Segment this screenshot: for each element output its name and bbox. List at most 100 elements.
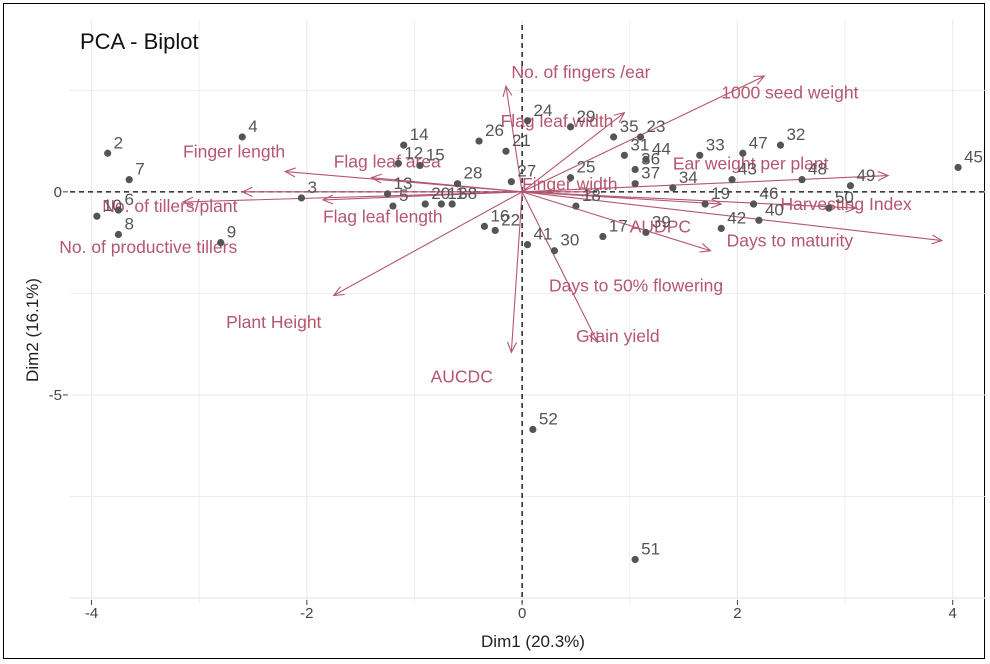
- point-label: 20: [431, 184, 450, 203]
- point-label: 4: [248, 117, 257, 136]
- point-label: 29: [577, 107, 596, 126]
- variable-arrowhead: [240, 186, 253, 197]
- point-label: 14: [410, 125, 429, 144]
- point-label: 5: [399, 186, 408, 205]
- individual-point: [599, 232, 607, 241]
- variable-arrow: [333, 191, 523, 296]
- point-label: 9: [227, 223, 236, 242]
- variable-label: Days to 50% flowering: [549, 275, 723, 295]
- axis-ticks: -4 -2 0 2 4 -5 0: [49, 184, 957, 622]
- variable-arrowhead: [877, 171, 890, 182]
- individual-point: [480, 222, 489, 230]
- point-label: 32: [786, 125, 805, 144]
- individual-point: [523, 241, 532, 249]
- variable-arrow: [522, 191, 943, 242]
- variable-label: Plant Height: [226, 312, 321, 332]
- individual-point: [728, 176, 736, 184]
- individual-point: [739, 149, 747, 157]
- x-tick-label: -4: [85, 605, 98, 622]
- point-label: 39: [652, 212, 671, 231]
- variable-arrowhead: [588, 331, 599, 344]
- point-label: 34: [679, 168, 698, 187]
- x-axis-title: Dim1 (20.3%): [481, 632, 585, 651]
- variable-arrow: [522, 191, 722, 205]
- individual-point: [610, 133, 618, 141]
- variable-label: 1000 seed weight: [721, 82, 858, 102]
- variable-label: No. of fingers /ear: [511, 62, 650, 82]
- individual-point: [529, 425, 537, 434]
- individual-point: [383, 190, 392, 198]
- variable-arrowhead: [845, 202, 858, 213]
- y-axis-title: Dim2 (16.1%): [23, 278, 42, 382]
- chart-title: PCA - Biplot: [80, 29, 199, 54]
- point-label: 28: [464, 164, 483, 183]
- individual-point: [642, 228, 650, 237]
- individual-point: [636, 133, 645, 141]
- point-label: 17: [609, 217, 628, 236]
- individual-point: [416, 161, 424, 170]
- variable-arrowhead: [321, 194, 334, 205]
- variable-label: Grain yield: [576, 326, 660, 346]
- individual-point: [217, 239, 225, 247]
- individual-point: [717, 224, 725, 232]
- point-label: 37: [641, 164, 660, 183]
- point-label: 43: [738, 160, 757, 179]
- individual-point: [825, 204, 833, 212]
- individual-point: [491, 226, 499, 235]
- variable-label: No. of productive tillers: [59, 237, 237, 257]
- point-label: 46: [760, 184, 779, 203]
- point-label: 12: [404, 143, 423, 162]
- individual-point: [620, 151, 628, 159]
- variable-label: Flag leaf width: [501, 111, 614, 131]
- individual-point: [798, 176, 806, 184]
- variable-label: Flag leaf area: [334, 151, 441, 171]
- individual-point: [631, 555, 639, 564]
- individual-point: [114, 206, 123, 214]
- individual-point: [846, 182, 855, 190]
- individual-point: [776, 141, 785, 149]
- individual-point: [437, 200, 445, 208]
- variable-label: Flag leaf length: [323, 206, 443, 226]
- individual-point: [448, 200, 456, 208]
- individual-point: [642, 155, 650, 163]
- individual-point: [550, 247, 559, 255]
- point-label: 26: [485, 121, 504, 140]
- variable-arrow: [521, 191, 598, 343]
- variable-arrow: [371, 177, 523, 193]
- y-tick-label: -5: [49, 387, 62, 404]
- individual-point: [421, 200, 429, 208]
- point-label: 21: [512, 131, 531, 150]
- variable-label: Harvesting Index: [780, 194, 912, 214]
- point-label: 19: [711, 184, 730, 203]
- point-label: 3: [307, 178, 316, 197]
- individual-point: [696, 151, 704, 159]
- point-label: 48: [808, 160, 827, 179]
- individual-point: [572, 202, 580, 210]
- point-label: 44: [652, 139, 671, 158]
- point-label: 6: [124, 190, 133, 209]
- individual-point: [502, 147, 510, 155]
- point-label: 11: [447, 184, 465, 203]
- x-tick-label: -2: [300, 605, 313, 622]
- variable-arrow: [522, 175, 889, 193]
- variable-arrowhead: [753, 75, 766, 85]
- variable-arrowhead: [931, 234, 944, 245]
- point-label: 36: [641, 150, 660, 169]
- variable-arrowhead: [699, 243, 712, 253]
- point-label: 15: [426, 145, 445, 164]
- variable-label: Finger length: [183, 141, 285, 161]
- variable-arrowhead: [283, 167, 296, 178]
- variable-label: No. of tillers/plant: [102, 196, 237, 216]
- variable-arrowhead: [613, 111, 626, 123]
- variable-arrowhead: [502, 84, 513, 97]
- point-label: 7: [135, 160, 144, 179]
- point-label: 30: [560, 231, 579, 250]
- individual-point: [954, 163, 962, 172]
- variable-arrow: [322, 191, 523, 201]
- point-label: 16: [490, 206, 509, 225]
- point-label: 25: [577, 158, 596, 177]
- variable-arrow: [522, 191, 856, 209]
- individual-point: [701, 200, 709, 208]
- individual-point: [566, 123, 575, 131]
- point-label: 35: [620, 117, 639, 136]
